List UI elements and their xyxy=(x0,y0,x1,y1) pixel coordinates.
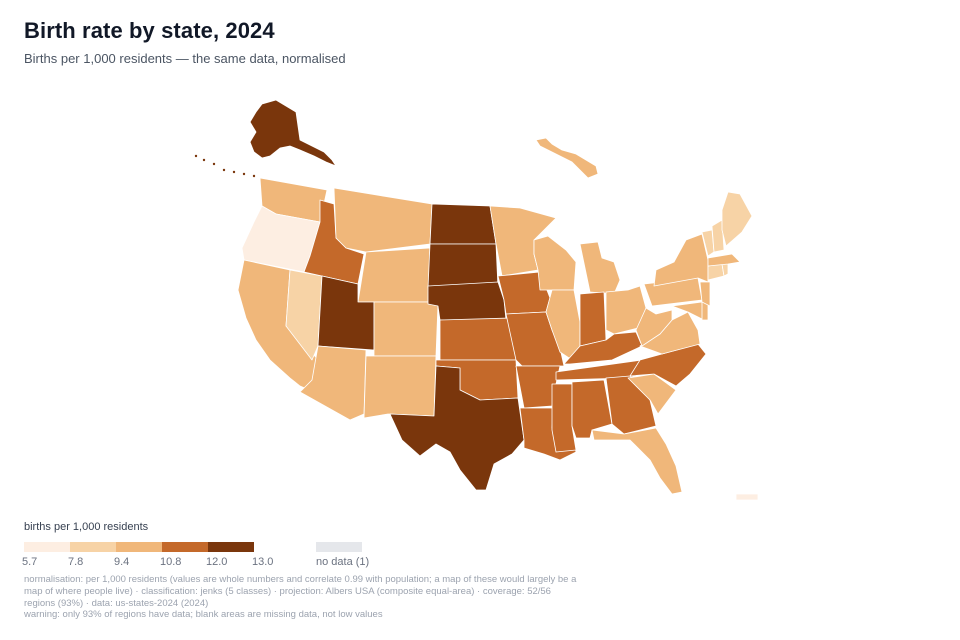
state-ma[interactable] xyxy=(707,253,741,267)
state-ky[interactable] xyxy=(563,331,643,365)
legend-break-label: 12.0 xyxy=(206,556,228,568)
legend-swatch-3 xyxy=(116,542,162,552)
state-az[interactable] xyxy=(299,345,367,421)
state-nj[interactable] xyxy=(699,281,711,307)
legend-break-label: 5.7 xyxy=(22,556,38,568)
legend-break-label: 10.8 xyxy=(160,556,182,568)
state-wy[interactable] xyxy=(357,247,431,303)
legend-swatch-5 xyxy=(208,542,254,552)
state-tx[interactable] xyxy=(389,365,525,491)
legend-swatch-4 xyxy=(162,542,208,552)
map-subtitle: Births per 1,000 residents — the same da… xyxy=(24,51,346,66)
legend-swatch-2 xyxy=(70,542,116,552)
state-wv[interactable] xyxy=(635,307,673,347)
state-ak-island xyxy=(222,168,226,172)
state-ak-island xyxy=(232,170,236,174)
state-mt[interactable] xyxy=(333,187,433,253)
state-ak-island xyxy=(242,172,246,176)
legend-color-ramp xyxy=(24,542,254,552)
legend-no-data-label: no data (1) xyxy=(316,556,370,568)
state-co[interactable] xyxy=(373,301,439,357)
state-fl[interactable] xyxy=(591,427,683,495)
state-nh[interactable] xyxy=(711,219,725,253)
state-al[interactable] xyxy=(571,379,613,439)
state-me[interactable] xyxy=(721,191,753,247)
state-nd[interactable] xyxy=(429,203,497,245)
state-mi[interactable] xyxy=(579,241,621,295)
state-ne[interactable] xyxy=(427,281,507,321)
state-ak-island xyxy=(202,158,206,162)
legend-break-label: 7.8 xyxy=(68,556,84,568)
legend-swatch-1 xyxy=(24,542,70,552)
state-ks[interactable] xyxy=(439,317,517,361)
state-ny[interactable] xyxy=(653,233,709,287)
state-sd[interactable] xyxy=(427,243,499,289)
legend-break-label: 9.4 xyxy=(114,556,130,568)
state-ak-island xyxy=(194,154,198,158)
state-hi[interactable] xyxy=(535,137,599,179)
legend-break-label: 13.0 xyxy=(252,556,274,568)
footnote-method: normalisation: per 1,000 residents (valu… xyxy=(24,574,577,609)
state-wi[interactable] xyxy=(533,235,577,291)
state-ak-island xyxy=(252,174,256,178)
legend-title: births per 1,000 residents xyxy=(24,521,149,533)
footnote: normalisation: per 1,000 residents (valu… xyxy=(24,574,584,621)
footnote-warning: warning: only 93% of regions have data; … xyxy=(24,609,383,621)
state-ak-island xyxy=(212,162,216,166)
state-in[interactable] xyxy=(579,291,607,347)
map-title: Birth rate by state, 2024 xyxy=(24,18,275,43)
choropleth-map xyxy=(194,99,759,501)
state-ak[interactable] xyxy=(249,99,337,167)
state-pr[interactable] xyxy=(735,493,759,501)
legend-no-data-swatch xyxy=(316,542,362,552)
state-nm[interactable] xyxy=(363,355,437,419)
state-ct[interactable] xyxy=(707,263,725,281)
